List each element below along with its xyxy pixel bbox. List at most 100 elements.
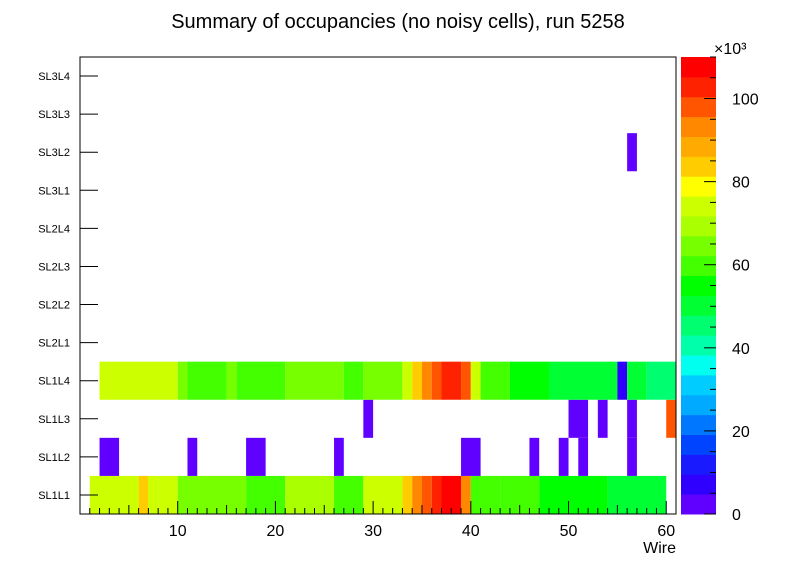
z-tick-label: 100 [732,92,759,109]
heatmap-cell [441,475,462,514]
heatmap-cell [187,437,198,476]
color-scale-band [681,374,716,396]
heatmap-cell [334,437,344,476]
heatmap-cell [539,475,608,514]
x-tick-label: 60 [657,523,675,540]
heatmap-cell [578,437,589,476]
heatmap-cell [461,361,471,400]
y-tick-label: SL3L1 [38,185,70,197]
color-scale-band [681,76,716,98]
heatmap-cell [431,475,442,514]
heatmap-cell [363,475,403,514]
color-scale-band [681,176,716,197]
z-tick-label: 80 [732,175,750,192]
color-scale-band [681,255,716,277]
heatmap-cell [627,361,647,400]
heatmap-cell [285,475,335,514]
heatmap-cell [402,475,413,514]
heatmap-cell [158,475,178,514]
z-tick-label: 0 [732,507,741,524]
color-scale-band [681,315,716,336]
heatmap-cell [646,361,676,400]
heatmap-cell [177,475,247,514]
heatmap-cell [529,437,540,476]
color-scale-band [681,275,716,296]
x-axis: 10 20 30 40 50 60 [79,501,677,540]
color-scale-band [681,96,716,118]
heatmap-cell [99,361,178,400]
color-scale-band [681,215,716,237]
y-axis: SL1L1 SL1L2 SL1L3 SL1L4 SL2L1 SL2L2 SL2L3 SL2L4… [38,71,98,502]
heatmap-cell [617,361,628,400]
heatmap-cell [421,361,432,400]
color-scale-band [681,156,716,177]
y-tick-label: SL2L2 [38,300,70,312]
heatmap-cell [470,361,481,400]
heatmap-cell [412,361,422,400]
y-tick-label: SL3L4 [38,71,70,83]
z-tick-label: 60 [732,258,750,275]
heatmap-cell [441,361,462,400]
heatmap-cell [548,361,618,400]
heatmap-cell [236,361,286,400]
color-scale-band [681,235,716,257]
color-scale-band [681,335,716,356]
x-tick-label: 30 [364,523,382,540]
heatmap-cell [138,475,149,514]
heatmap-cell [99,437,120,476]
color-scale-band [681,414,716,436]
z-tick-label: 40 [732,341,750,358]
y-tick-label: SL1L4 [38,376,70,388]
z-tick-label: 20 [732,424,750,441]
y-tick-label: SL1L3 [38,414,70,426]
heatmap-cell [597,399,608,438]
y-tick-label: SL2L1 [38,338,70,350]
y-tick-label: SL3L3 [38,109,70,121]
heatmap-cell [558,437,569,476]
color-scale-band [681,494,716,515]
heatmap-cell [480,361,510,400]
heatmap-cell [246,475,286,514]
heatmap-cell [421,475,432,514]
heatmap-cell [470,475,501,514]
heatmap-cell [226,361,237,400]
color-scale: 0 20 40 60 80 100 [681,56,759,524]
heatmap-cell [363,399,374,438]
color-scale-band [681,136,716,157]
color-scale-band [681,116,716,137]
heatmap-cell [343,361,364,400]
x-tick-label: 40 [462,523,480,540]
color-scale-band [681,394,716,416]
color-scale-band [681,434,716,455]
heatmap-cell [461,437,481,476]
color-scale-band [681,196,716,217]
x-tick-label: 20 [267,523,285,540]
chart-title: Summary of occupancies (no noisy cells),… [171,11,625,33]
heatmap-cell [177,361,188,400]
heatmap-cell [509,361,549,400]
plot-frame [79,56,677,515]
heatmap-cell [627,133,637,172]
heatmap-cell [187,361,227,400]
color-scale-band [681,474,716,495]
heatmap-cell [666,399,676,438]
heatmap-cell [627,437,637,476]
y-tick-label: SL1L2 [38,452,70,464]
heatmap-cell [412,475,422,514]
heatmap-cell [431,361,442,400]
heatmap-cell [285,361,344,400]
x-tick-label: 10 [169,523,187,540]
color-scale-band [681,57,716,78]
heatmap-cells [89,133,676,514]
x-axis-label: Wire [643,540,676,557]
y-tick-label: SL1L1 [38,490,70,502]
heatmap-cell [627,399,637,438]
heatmap-cell [461,475,471,514]
y-tick-label: SL2L3 [38,261,70,273]
color-scale-exponent: ×10³ [714,41,747,58]
heatmap-cell [402,361,413,400]
heatmap-cell [334,475,364,514]
y-tick-label: SL3L2 [38,147,70,159]
color-scale-band [681,355,716,376]
